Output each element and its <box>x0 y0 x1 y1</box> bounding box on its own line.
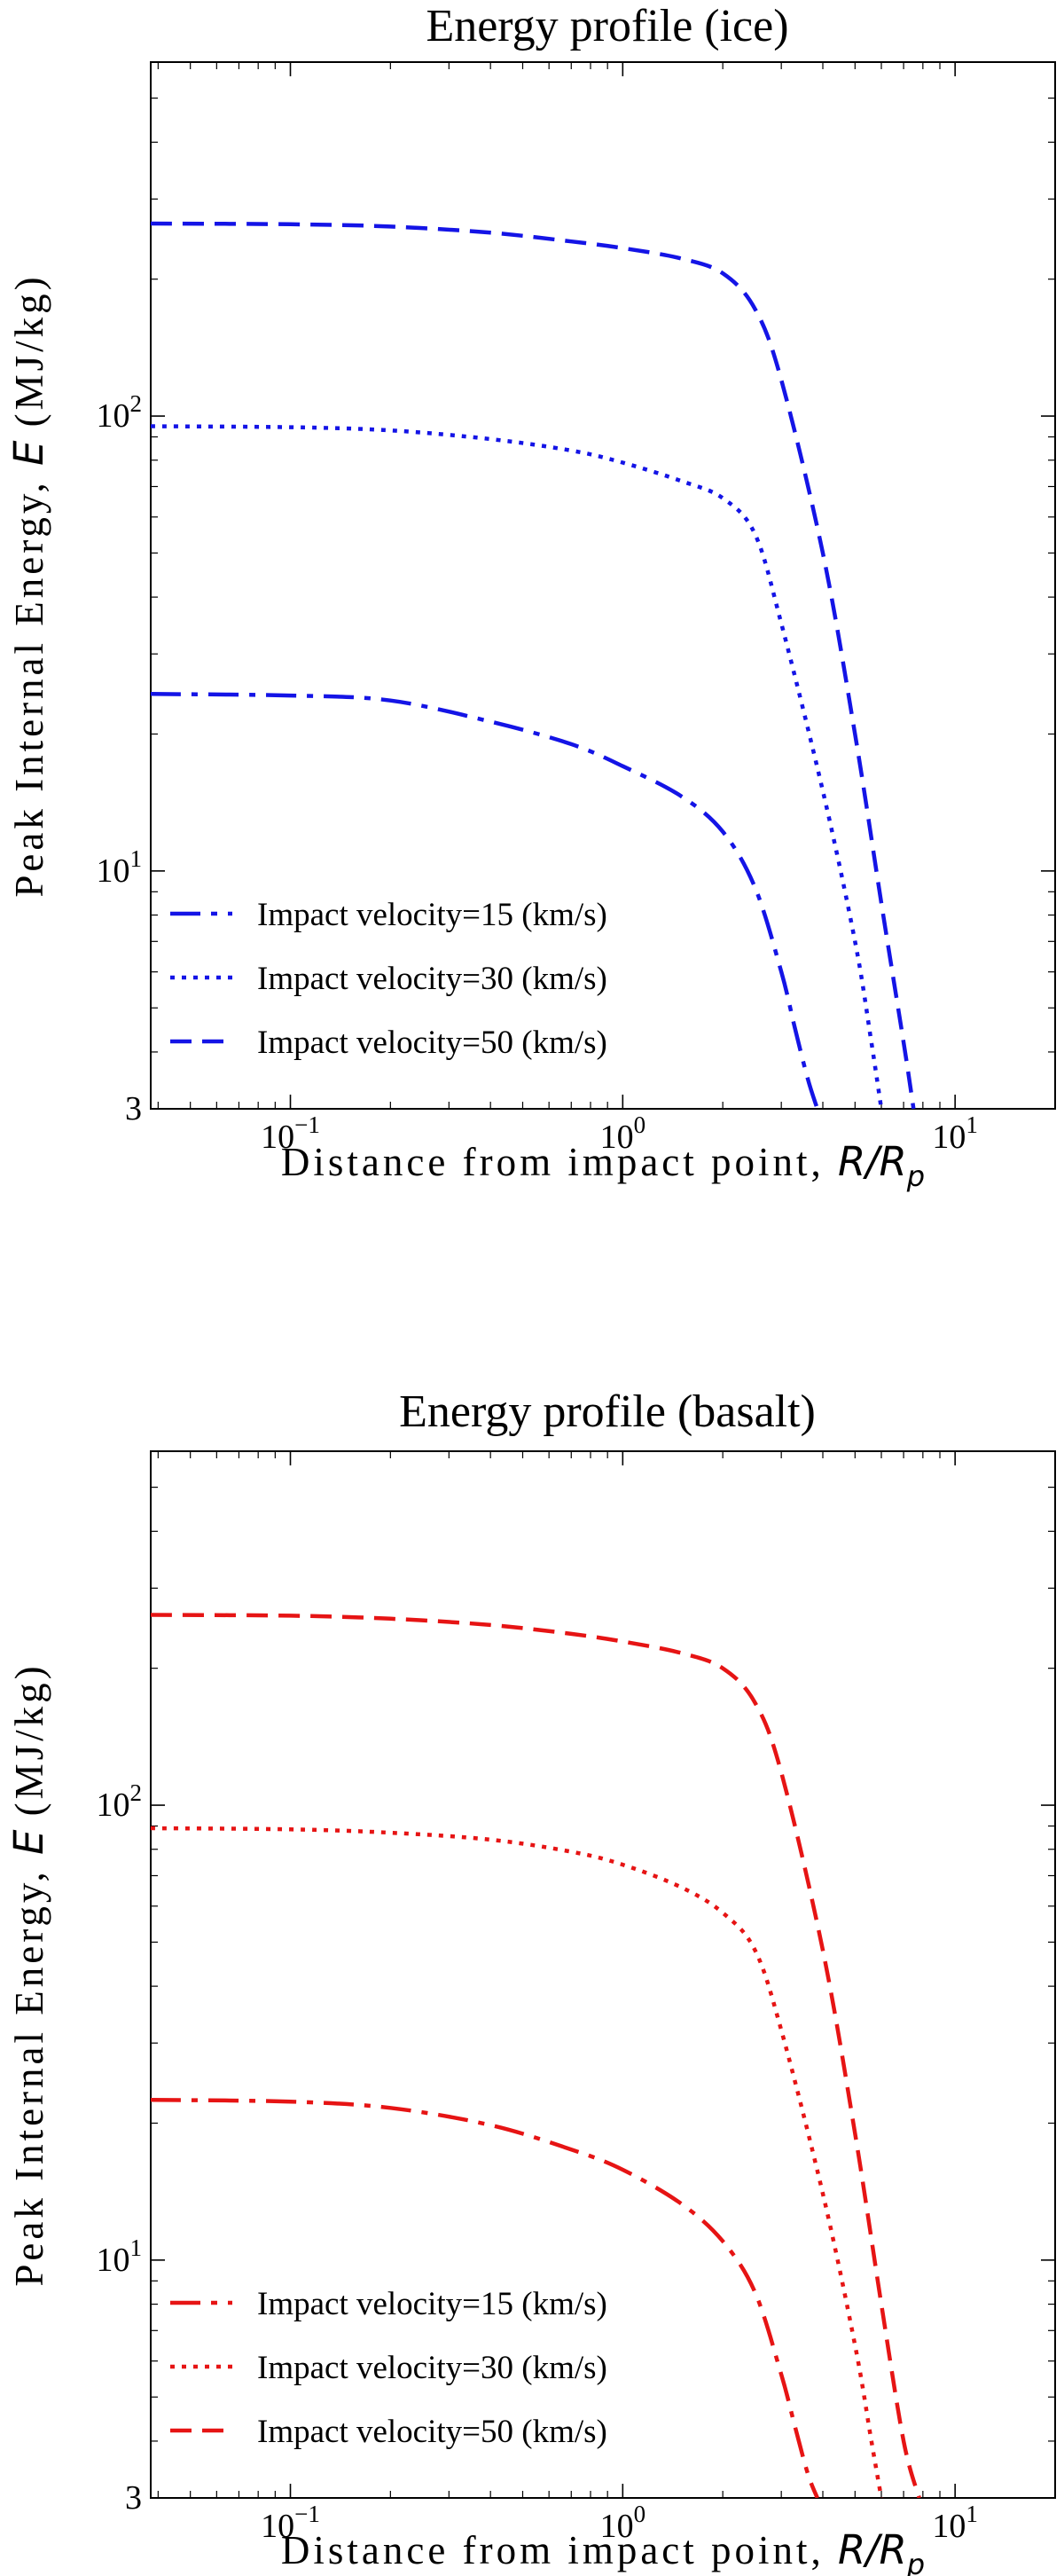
legend-label: Impact velocity=30 (km/s) <box>257 961 607 997</box>
y-tick-label: 102 <box>97 390 143 435</box>
x-tick-label: 100 <box>600 2501 646 2545</box>
x-axis-label: Distance from impact point, R/Rp <box>281 1138 925 1193</box>
legend-label: Impact velocity=50 (km/s) <box>257 2414 607 2450</box>
axis-ticks <box>151 1450 1056 2499</box>
chart-title: Energy profile (ice) <box>426 1 788 51</box>
legend: Impact velocity=15 (km/s) Impact velocity… <box>170 2286 607 2450</box>
series-line-dashed <box>151 221 916 1109</box>
legend-label: Impact velocity=50 (km/s) <box>257 1025 607 1061</box>
legend-label: Impact velocity=30 (km/s) <box>257 2350 607 2386</box>
ice-energy-chart: Energy profile (ice) 10−1 100 101 3 101 102 I… <box>5 1 1056 1193</box>
legend: Impact velocity=15 (km/s) Impact velocity… <box>170 897 607 1061</box>
plot-frame <box>150 61 1056 1110</box>
basalt-energy-chart: Energy profile (basalt) 10−1 100 101310110… <box>5 1386 1056 2576</box>
x-axis-label: Distance from impact point, R/Rp <box>281 2526 925 2576</box>
x-tick-label: 10−1 <box>261 1111 320 1156</box>
tick-labels: 10−1 100 101 3 101 102 <box>97 390 978 1156</box>
x-tick-label: 101 <box>932 2501 978 2545</box>
y-tick-label: 102 <box>97 1779 143 1824</box>
series-line-dashdot <box>151 2098 819 2498</box>
plot-frame <box>150 1450 1056 2499</box>
data-curves <box>151 1613 921 2498</box>
legend-label: Impact velocity=15 (km/s) <box>257 2286 607 2322</box>
legend-label: Impact velocity=15 (km/s) <box>257 897 607 933</box>
tick-labels: 10−1 100 101 3 101 102 <box>97 1779 978 2545</box>
y-tick-label: 101 <box>97 2234 143 2279</box>
y-axis-label: Peak Internal Energy, E (MJ/kg) <box>5 273 52 897</box>
y-tick-label: 3 <box>125 1090 142 1127</box>
series-line-dotted <box>151 1826 884 2498</box>
y-tick-label: 3 <box>125 2479 142 2517</box>
y-tick-label: 101 <box>97 845 143 890</box>
data-curves <box>151 221 916 1109</box>
series-line-dashed <box>151 1613 921 2498</box>
x-tick-label: 100 <box>600 1111 646 1156</box>
series-line-dotted <box>151 424 884 1109</box>
series-line-dashdot <box>151 692 819 1109</box>
x-tick-label: 101 <box>932 1111 978 1156</box>
chart-title: Energy profile (basalt) <box>399 1386 816 1437</box>
axis-ticks <box>151 61 1056 1110</box>
x-tick-label: 10−1 <box>261 2501 320 2545</box>
y-axis-label: Peak Internal Energy, E (MJ/kg) <box>5 1662 52 2286</box>
